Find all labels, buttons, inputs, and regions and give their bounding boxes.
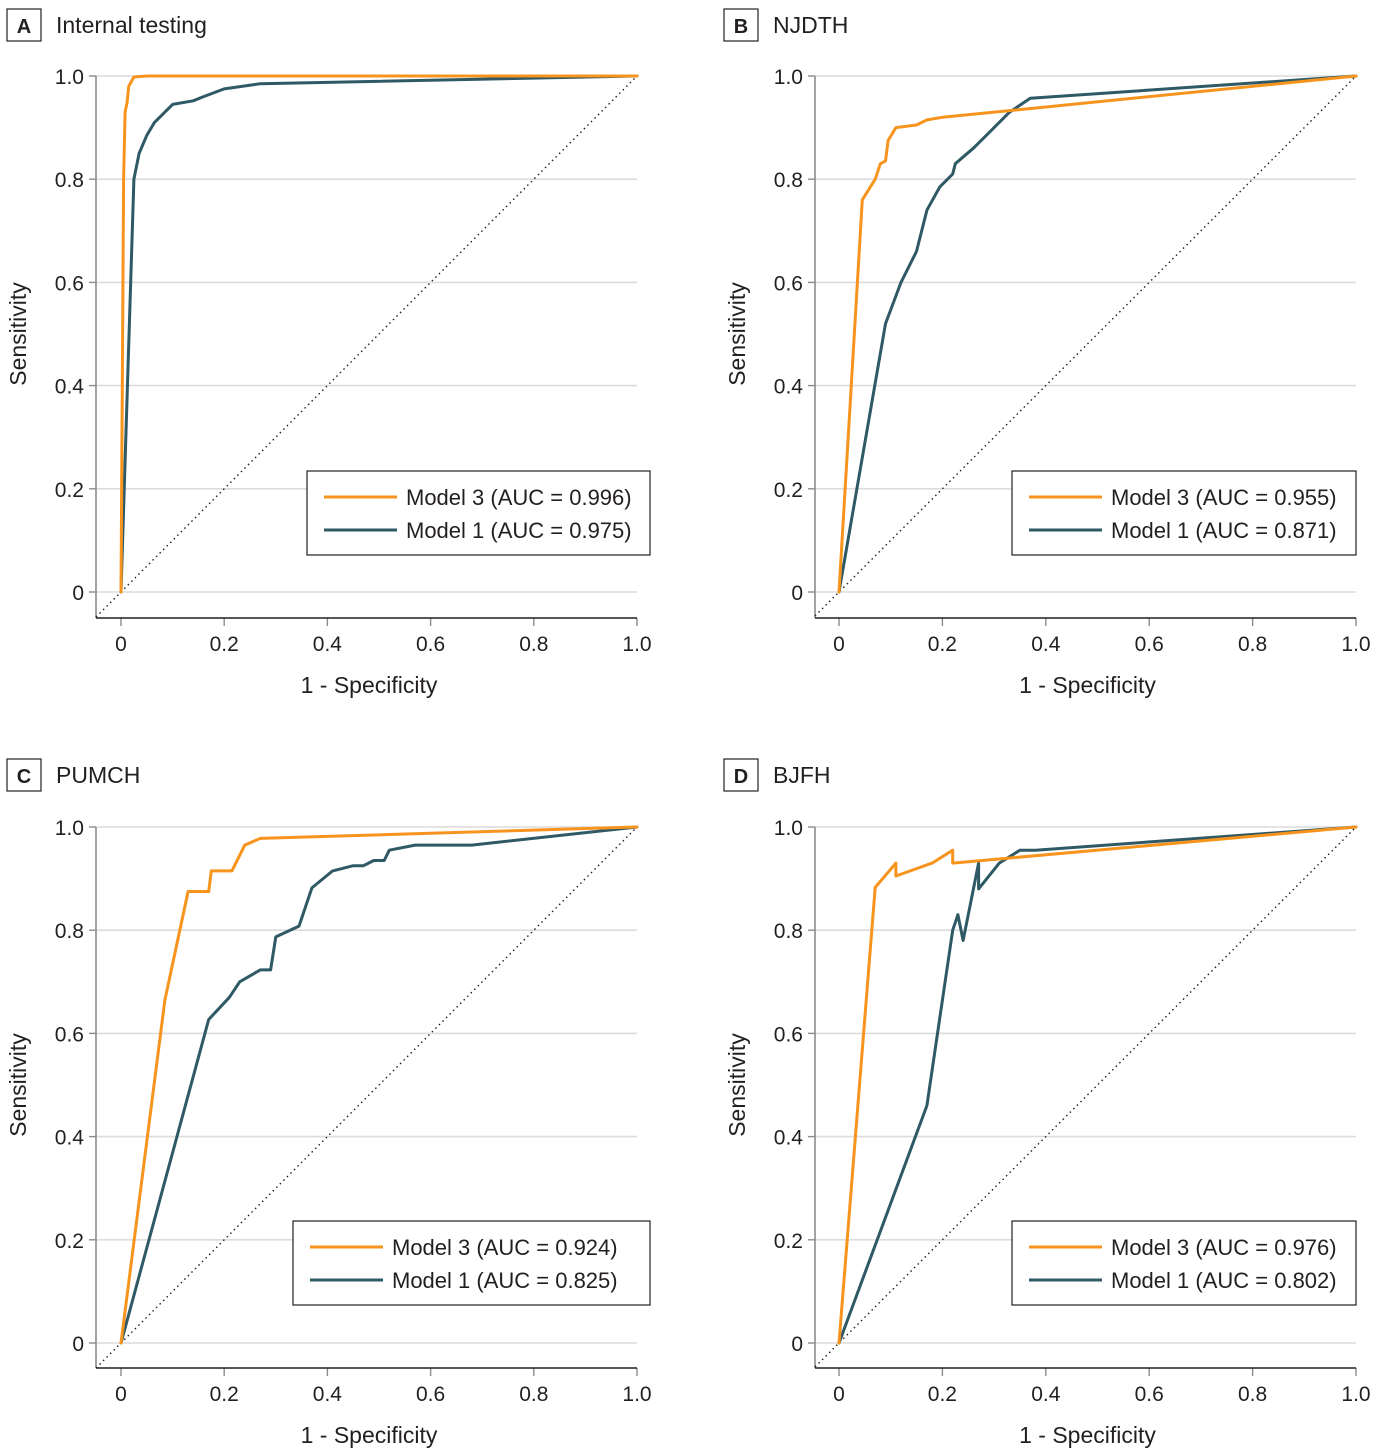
panel-letter: C bbox=[17, 766, 31, 788]
legend: Model 3 (AUC = 0.996) Model 1 (AUC = 0.97… bbox=[306, 470, 651, 556]
legend-label: Model 1 (AUC = 0.871) bbox=[1111, 518, 1337, 543]
x-tick-label: 0.2 bbox=[928, 1383, 957, 1406]
y-tick-label: 0.6 bbox=[774, 1023, 803, 1046]
y-tick-label: 0.8 bbox=[774, 920, 803, 943]
y-tick-label: 0.4 bbox=[774, 1127, 804, 1150]
y-tick-label: 0.4 bbox=[774, 376, 804, 399]
panel-a: A Internal testing 0 0.2 0.4 0.6 0.8 1.0 0 0.2 0.4… bbox=[5, 8, 652, 698]
x-tick-label: 0.2 bbox=[210, 1383, 239, 1406]
roc-curve-model3 bbox=[119, 825, 639, 1345]
y-tick-label: 0.8 bbox=[55, 169, 84, 192]
x-tick-label: 0.6 bbox=[1135, 633, 1164, 656]
legend-label: Model 3 (AUC = 0.924) bbox=[392, 1235, 618, 1260]
x-tick-label: 0 bbox=[833, 1383, 845, 1406]
legend-label: Model 1 (AUC = 0.975) bbox=[406, 518, 632, 543]
x-tick-label: 0.6 bbox=[416, 1383, 445, 1406]
panel-letter-box bbox=[723, 758, 759, 792]
x-tick-label: 0.6 bbox=[416, 633, 445, 656]
y-tick-label: 0 bbox=[791, 1333, 803, 1356]
y-tick-label: 0.4 bbox=[55, 1127, 85, 1150]
x-tick-label: 1.0 bbox=[622, 633, 651, 656]
y-tick-label: 0.2 bbox=[774, 1230, 803, 1253]
y-tick-label: 0.2 bbox=[55, 1230, 84, 1253]
panel-letter: B bbox=[734, 16, 748, 38]
panel-letter-box bbox=[6, 758, 42, 792]
x-tick-label: 0.6 bbox=[1135, 1383, 1164, 1406]
y-tick-label: 0.2 bbox=[55, 479, 84, 502]
x-tick-label: 1.0 bbox=[622, 1383, 651, 1406]
y-axis-label: Sensitivity bbox=[724, 282, 750, 386]
panel-title: BJFH bbox=[773, 762, 831, 788]
roc-curve-model1 bbox=[837, 825, 1358, 1345]
roc-curve-model3 bbox=[837, 74, 1358, 594]
x-tick-label: 1.0 bbox=[1341, 1383, 1370, 1406]
y-tick-label: 1.0 bbox=[55, 817, 84, 840]
legend-box bbox=[1011, 1220, 1357, 1306]
y-tick-label: 0 bbox=[72, 582, 84, 605]
legend-label: Model 1 (AUC = 0.825) bbox=[392, 1268, 618, 1293]
roc-curve-model1 bbox=[119, 825, 639, 1345]
legend: Model 3 (AUC = 0.976) Model 1 (AUC = 0.80… bbox=[1011, 1220, 1357, 1306]
x-tick-label: 0.8 bbox=[1238, 633, 1267, 656]
x-axis-label: 1 - Specificity bbox=[1019, 672, 1156, 698]
panel-title: PUMCH bbox=[56, 762, 140, 788]
x-tick-label: 0.4 bbox=[1031, 633, 1061, 656]
roc-curve-model1 bbox=[119, 74, 639, 594]
y-tick-label: 0.8 bbox=[55, 920, 84, 943]
x-axis-label: 1 - Specificity bbox=[1019, 1422, 1156, 1448]
x-tick-label: 0.2 bbox=[928, 633, 957, 656]
y-axis-label: Sensitivity bbox=[5, 1033, 31, 1137]
y-tick-label: 1.0 bbox=[55, 66, 84, 89]
y-axis-label: Sensitivity bbox=[5, 282, 31, 386]
y-tick-label: 0.6 bbox=[55, 1023, 84, 1046]
panel-letter-box bbox=[6, 8, 42, 42]
legend: Model 3 (AUC = 0.924) Model 1 (AUC = 0.82… bbox=[292, 1220, 651, 1306]
panel-c: C PUMCH 0 0.2 0.4 0.6 0.8 1.0 0 0.2 0.4 0.6 0.8 1.0 1 … bbox=[5, 758, 652, 1448]
panel-title: NJDTH bbox=[773, 12, 848, 38]
panel-letter-box bbox=[723, 8, 759, 42]
legend-label: Model 1 (AUC = 0.802) bbox=[1111, 1268, 1337, 1293]
panel-title: Internal testing bbox=[56, 12, 207, 38]
x-tick-label: 0.8 bbox=[519, 633, 548, 656]
roc-curve-model1 bbox=[837, 74, 1358, 594]
y-tick-label: 0 bbox=[791, 582, 803, 605]
x-tick-label: 0.8 bbox=[1238, 1383, 1267, 1406]
legend-label: Model 3 (AUC = 0.955) bbox=[1111, 485, 1337, 510]
y-tick-label: 0.6 bbox=[774, 272, 803, 295]
x-axis-label: 1 - Specificity bbox=[301, 672, 438, 698]
x-tick-label: 0.8 bbox=[519, 1383, 548, 1406]
x-tick-label: 0 bbox=[115, 633, 127, 656]
x-axis-label: 1 - Specificity bbox=[301, 1422, 438, 1448]
x-tick-label: 0.2 bbox=[210, 633, 239, 656]
x-tick-label: 0.4 bbox=[313, 1383, 343, 1406]
panel-letter: D bbox=[734, 766, 748, 788]
panel-d: D BJFH 0 0.2 0.4 0.6 0.8 1.0 0 0.2 0.4 0.6 0.8 1.0 1 -… bbox=[723, 758, 1371, 1448]
x-tick-label: 0 bbox=[833, 633, 845, 656]
y-axis-label: Sensitivity bbox=[724, 1033, 750, 1137]
y-tick-label: 0.8 bbox=[774, 169, 803, 192]
panel-letter: A bbox=[17, 16, 31, 38]
y-tick-label: 1.0 bbox=[774, 66, 803, 89]
legend-label: Model 3 (AUC = 0.996) bbox=[406, 485, 632, 510]
y-tick-label: 1.0 bbox=[774, 817, 803, 840]
y-tick-label: 0.6 bbox=[55, 272, 84, 295]
y-tick-label: 0.2 bbox=[774, 479, 803, 502]
x-tick-label: 0.4 bbox=[1031, 1383, 1061, 1406]
x-tick-label: 1.0 bbox=[1341, 633, 1370, 656]
y-tick-label: 0 bbox=[72, 1333, 84, 1356]
panel-b: B NJDTH 0 0.2 0.4 0.6 0.8 1.0 0 0.2 0.4 0.6 0.8 1.0 1 … bbox=[723, 8, 1371, 698]
roc-curve-model3 bbox=[837, 825, 1358, 1345]
legend-box bbox=[306, 470, 651, 556]
legend-box bbox=[1011, 470, 1357, 556]
legend: Model 3 (AUC = 0.955) Model 1 (AUC = 0.87… bbox=[1011, 470, 1357, 556]
legend-box bbox=[292, 1220, 651, 1306]
x-tick-label: 0.4 bbox=[313, 633, 343, 656]
roc-curve-model3 bbox=[119, 74, 639, 594]
legend-label: Model 3 (AUC = 0.976) bbox=[1111, 1235, 1337, 1260]
y-tick-label: 0.4 bbox=[55, 376, 85, 399]
x-tick-label: 0 bbox=[115, 1383, 127, 1406]
